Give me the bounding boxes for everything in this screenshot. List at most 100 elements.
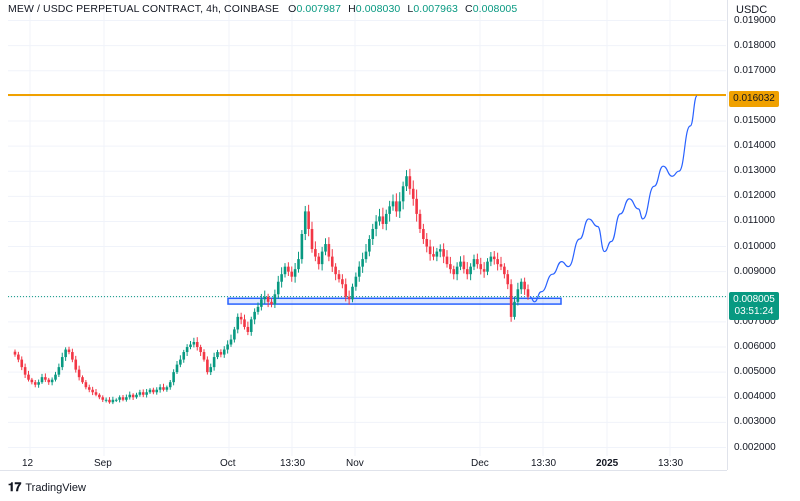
current-price-value: 0.008005 — [733, 294, 775, 305]
price-tick-label: 0.004000 — [734, 391, 776, 403]
candle-body — [469, 266, 472, 275]
candle-body — [388, 206, 391, 214]
candle-body — [519, 281, 523, 290]
current-price-badge: 0.008005 03:51:24 — [729, 292, 779, 320]
candle-body — [401, 186, 405, 202]
candle-body — [486, 261, 489, 272]
candle-body — [526, 289, 530, 297]
candle-body — [152, 389, 155, 393]
low-value: 0.007963 — [413, 3, 458, 15]
candle-body — [94, 392, 98, 395]
candle-body — [64, 349, 67, 358]
candle-body — [354, 276, 358, 287]
candle-body — [128, 394, 132, 398]
candle-body — [273, 294, 277, 305]
candle-body — [222, 349, 226, 355]
candle-body — [158, 387, 162, 390]
tradingview-brand: TradingView — [25, 481, 86, 494]
open-value: 0.007987 — [296, 3, 342, 15]
candle-body — [317, 256, 321, 265]
candle-body — [260, 299, 263, 307]
candle-body — [50, 379, 54, 383]
candle-body — [384, 213, 388, 224]
candle-body — [293, 269, 297, 277]
candle-body — [243, 319, 246, 327]
candle-body — [189, 344, 192, 348]
candle-body — [30, 379, 34, 383]
price-tick-label: 0.013000 — [734, 165, 776, 177]
candle-body — [523, 281, 526, 290]
candle-body — [513, 301, 516, 317]
candle-body — [135, 394, 138, 398]
candle-body — [368, 239, 371, 252]
candle-body — [263, 296, 267, 300]
candle-body — [111, 399, 115, 403]
symbol-header: MEW / USDC PERPETUAL CONTRACT, 4h, COINB… — [8, 3, 517, 15]
candle-body — [327, 244, 331, 257]
close-value: 0.008005 — [472, 3, 518, 15]
candle-body — [415, 198, 418, 214]
price-tick-label: 0.003000 — [734, 416, 776, 428]
candle-body — [138, 392, 142, 395]
candle-body — [179, 359, 182, 365]
price-tick-label: 0.005000 — [734, 366, 776, 378]
high-value: 0.008030 — [355, 3, 401, 15]
candle-body — [499, 264, 503, 267]
candle-body — [492, 256, 496, 260]
time-tick-label: Dec — [471, 458, 489, 469]
candle-body — [199, 347, 202, 353]
candle-body — [462, 261, 466, 270]
candle-body — [185, 347, 189, 353]
candle-body — [141, 392, 145, 395]
candle-body — [276, 281, 280, 295]
candle-body — [411, 188, 415, 199]
candle-body — [108, 399, 111, 403]
price-tick-label: 0.007000 — [734, 315, 776, 327]
candle-body — [54, 374, 57, 380]
candle-body — [320, 251, 324, 265]
candle-body — [283, 266, 287, 275]
time-tick-label: Nov — [346, 458, 364, 469]
tradingview-logo[interactable]: 𝟏𝟕 TradingView — [8, 480, 86, 495]
candle-body — [307, 211, 310, 229]
candle-body — [479, 264, 483, 270]
candle-body — [125, 397, 128, 400]
close-label: C — [465, 3, 473, 15]
candle-body — [246, 326, 250, 332]
candle-body — [314, 249, 317, 257]
bar-countdown: 03:51:24 — [734, 306, 774, 317]
target-price-badge: 0.016032 — [729, 91, 779, 107]
candle-body — [253, 311, 256, 320]
candle-body — [452, 269, 456, 275]
price-tick-label: 0.006000 — [734, 341, 776, 353]
candle-body — [489, 256, 493, 262]
currency-selector[interactable]: USDC — [730, 2, 788, 18]
candle-body — [209, 367, 213, 373]
candle-body — [44, 377, 47, 380]
candle-body — [175, 364, 179, 373]
price-tick-label: 0.010000 — [734, 240, 776, 252]
time-tick-label: 13:30 — [658, 458, 684, 469]
candle-body — [13, 351, 17, 355]
support-zone — [227, 297, 562, 305]
candle-body — [408, 176, 412, 189]
candle-body — [148, 389, 152, 393]
time-tick-label: Oct — [220, 458, 236, 469]
candle-body — [482, 269, 486, 272]
projection-path — [529, 95, 698, 303]
candle-body — [506, 274, 510, 285]
candle-body — [303, 211, 307, 234]
candle-body — [33, 382, 37, 385]
candle-body — [87, 387, 91, 390]
candle-body — [104, 399, 108, 401]
tradingview-logo-icon: 𝟏𝟕 — [8, 480, 22, 494]
candle-body — [300, 234, 304, 260]
candle-body — [165, 387, 169, 390]
candle-body — [114, 399, 118, 401]
candle-body — [81, 377, 84, 383]
price-tick-label: 0.018000 — [734, 39, 776, 51]
candle-body — [496, 259, 499, 265]
candle-body — [351, 286, 354, 300]
